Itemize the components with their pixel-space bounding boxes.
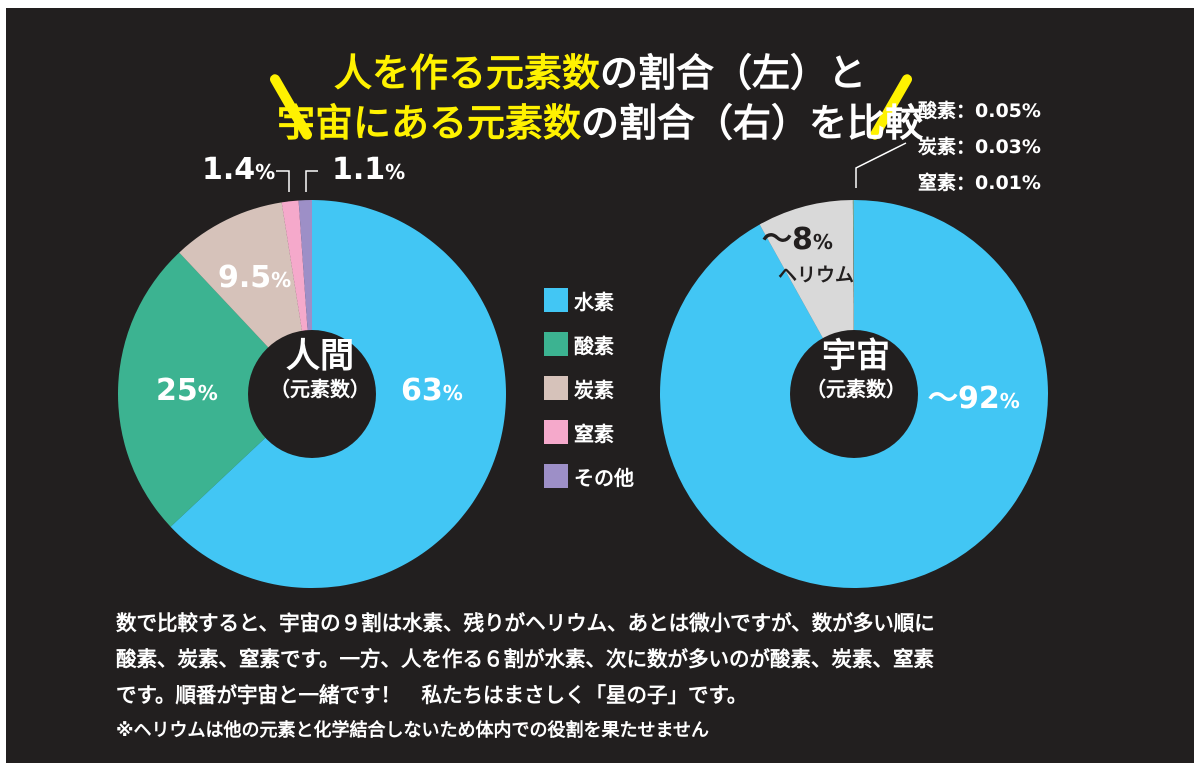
label-universe-helium: ～8% xyxy=(762,214,833,258)
leader-line-nitrogen xyxy=(276,170,290,192)
body-line-3: です。順番が宇宙と一緒です！ 私たちはまさしく「星の子」です。 xyxy=(116,683,748,707)
label-human-oxygen-value: 25 xyxy=(156,373,198,408)
label-human-carbon: 9.5% xyxy=(218,260,291,295)
title-highlight-2: 宇宙にある元素数 xyxy=(276,101,581,145)
human-center-label: 人間 （元素数） xyxy=(240,336,400,402)
legend-label: 炭素 xyxy=(574,377,614,402)
infographic-panel: 人を作る元素数の割合（左）と 宇宙にある元素数の割合（右）を比較 人間 （元素数… xyxy=(6,8,1194,763)
title-rest-1: の割合（左）と xyxy=(600,51,867,95)
human-center-main: 人間 xyxy=(286,336,354,376)
body-note: ※ヘリウムは他の元素と化学結合しないため体内での役割を果たせません xyxy=(116,720,709,741)
label-human-hydrogen-value: 63 xyxy=(401,373,443,408)
label-universe-helium-value: ～8 xyxy=(762,222,813,257)
human-pie-slice-1 xyxy=(118,252,312,527)
label-human-hydrogen: 63% xyxy=(401,373,463,408)
pie-charts xyxy=(118,142,1049,588)
legend-label: その他 xyxy=(574,465,634,490)
title-highlight-1: 人を作る元素数 xyxy=(333,51,600,95)
universe-minor-nitrogen: 窒素：0.01% xyxy=(918,172,1041,194)
legend-label: 水素 xyxy=(574,289,614,314)
legend-item-oxygen: 酸素 xyxy=(544,330,614,358)
legend-swatch xyxy=(544,288,568,312)
legend-swatch xyxy=(544,420,568,444)
universe-pie-center-hole xyxy=(790,330,918,458)
legend-swatch xyxy=(544,376,568,400)
label-human-carbon-unit: % xyxy=(271,268,292,292)
label-human-nitrogen: 1.4% xyxy=(202,152,275,187)
label-universe-hydrogen-unit: % xyxy=(999,389,1020,413)
legend-item-carbon: 炭素 xyxy=(544,374,614,402)
universe-center-sub: （元素数） xyxy=(806,377,906,401)
label-universe-helium-unit: % xyxy=(812,230,833,254)
universe-minor-oxygen: 酸素：0.05% xyxy=(918,100,1041,122)
label-human-other-unit: % xyxy=(385,160,406,184)
legend-swatch xyxy=(544,332,568,356)
title-line-1: 人を作る元素数の割合（左）と xyxy=(6,50,1194,96)
leader-line-other xyxy=(305,170,318,192)
universe-center-main: 宇宙 xyxy=(822,336,890,376)
body-line-2: 酸素、炭素、窒素です。一方、人を作る６割が水素、次に数が多いのが酸素、炭素、窒素 xyxy=(116,647,934,671)
human-center-sub: （元素数） xyxy=(270,377,370,401)
universe-pie-slice-2 xyxy=(852,200,854,394)
human-pie-chart xyxy=(118,200,507,588)
label-universe-helium-name: ヘリウム xyxy=(778,264,855,286)
body-line-1: 数で比較すると、宇宙の９割は水素、残りがヘリウム、あとは微小ですが、数が多い順に xyxy=(116,611,935,635)
title-line-2: 宇宙にある元素数の割合（右）を比較 xyxy=(6,100,1194,146)
label-human-nitrogen-unit: % xyxy=(255,160,276,184)
label-human-other: 1.1% xyxy=(332,152,405,187)
label-human-other-value: 1.1 xyxy=(332,152,386,187)
universe-center-label: 宇宙 （元素数） xyxy=(776,336,936,402)
human-pie-center-hole xyxy=(248,330,376,458)
legend-item-hydrogen: 水素 xyxy=(544,286,614,314)
label-human-nitrogen-value: 1.4 xyxy=(202,152,256,187)
legend-item-other: その他 xyxy=(544,462,634,490)
title-rest-2: の割合（右）を比較 xyxy=(581,101,924,145)
legend-label: 酸素 xyxy=(574,333,614,358)
label-human-hydrogen-unit: % xyxy=(442,381,463,405)
label-human-carbon-value: 9.5 xyxy=(218,260,272,295)
legend-swatch xyxy=(544,464,568,488)
legend-label: 窒素 xyxy=(574,421,614,446)
legend-item-nitrogen: 窒素 xyxy=(544,418,614,446)
label-human-oxygen: 25% xyxy=(156,373,218,408)
universe-minor-carbon: 炭素：0.03% xyxy=(918,136,1041,158)
label-universe-hydrogen-value: ～92 xyxy=(928,381,1000,416)
label-human-oxygen-unit: % xyxy=(197,381,218,405)
leader-line-minor xyxy=(855,142,907,188)
universe-pie-chart xyxy=(660,199,1049,588)
label-universe-hydrogen: ～92% xyxy=(928,373,1020,417)
